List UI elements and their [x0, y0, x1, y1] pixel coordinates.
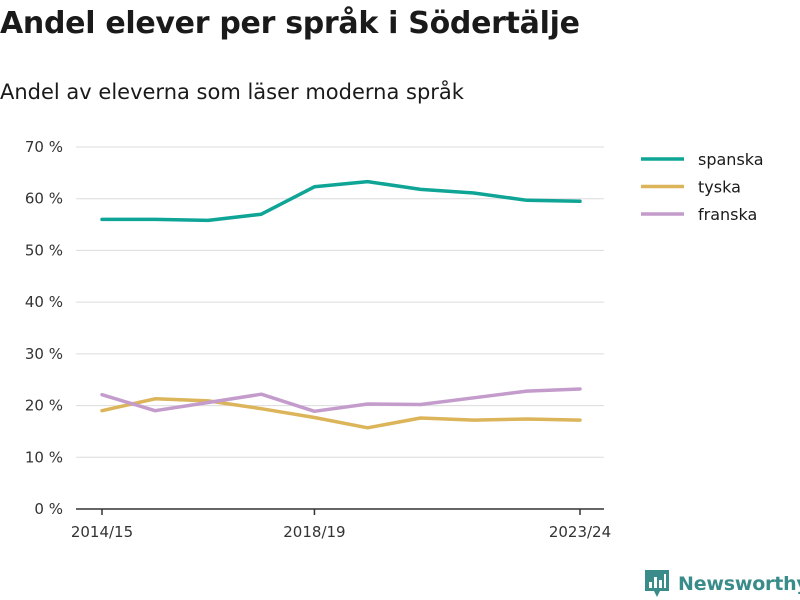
x-tick-label: 2018/19	[283, 523, 345, 541]
y-tick-label: 50 %	[25, 241, 63, 259]
x-tick-label: 2014/15	[71, 523, 133, 541]
brand-name: Newsworthy	[678, 573, 800, 595]
legend-item-spanska[interactable]: spanska	[641, 150, 764, 169]
y-tick-label: 0 %	[34, 500, 63, 518]
series-line-tyska[interactable]	[100, 397, 582, 430]
legend-item-franska[interactable]: franska	[641, 205, 757, 224]
y-tick-label: 30 %	[25, 345, 63, 363]
y-tick-label: 40 %	[25, 293, 63, 311]
x-tick-label: 2023/24	[549, 523, 611, 541]
chart-subtitle: Andel av eleverna som läser moderna språ…	[0, 80, 464, 104]
y-tick-label: 10 %	[25, 448, 63, 466]
x-axis: 2014/15 2018/19 2023/24	[71, 508, 611, 541]
legend-label: spanska	[698, 150, 764, 169]
series-line-spanska[interactable]	[100, 179, 582, 223]
legend-label: franska	[698, 205, 757, 224]
legend[interactable]: spanska tyska franska	[641, 150, 764, 224]
chart-title: Andel elever per språk i Södertälje	[0, 6, 580, 41]
legend-label: tyska	[698, 178, 741, 197]
y-tick-label: 70 %	[25, 138, 63, 156]
series-line-franska[interactable]	[100, 387, 582, 414]
newsworthy-logo-icon	[645, 570, 669, 597]
brand-logo[interactable]: Newsworthy	[644, 569, 800, 599]
legend-item-tyska[interactable]: tyska	[641, 178, 741, 197]
y-tick-label: 60 %	[25, 190, 63, 208]
series-lines	[100, 179, 582, 430]
y-axis: 0 % 10 % 20 % 30 % 40 % 50 % 60 % 70 %	[25, 138, 63, 518]
y-tick-label: 20 %	[25, 397, 63, 415]
